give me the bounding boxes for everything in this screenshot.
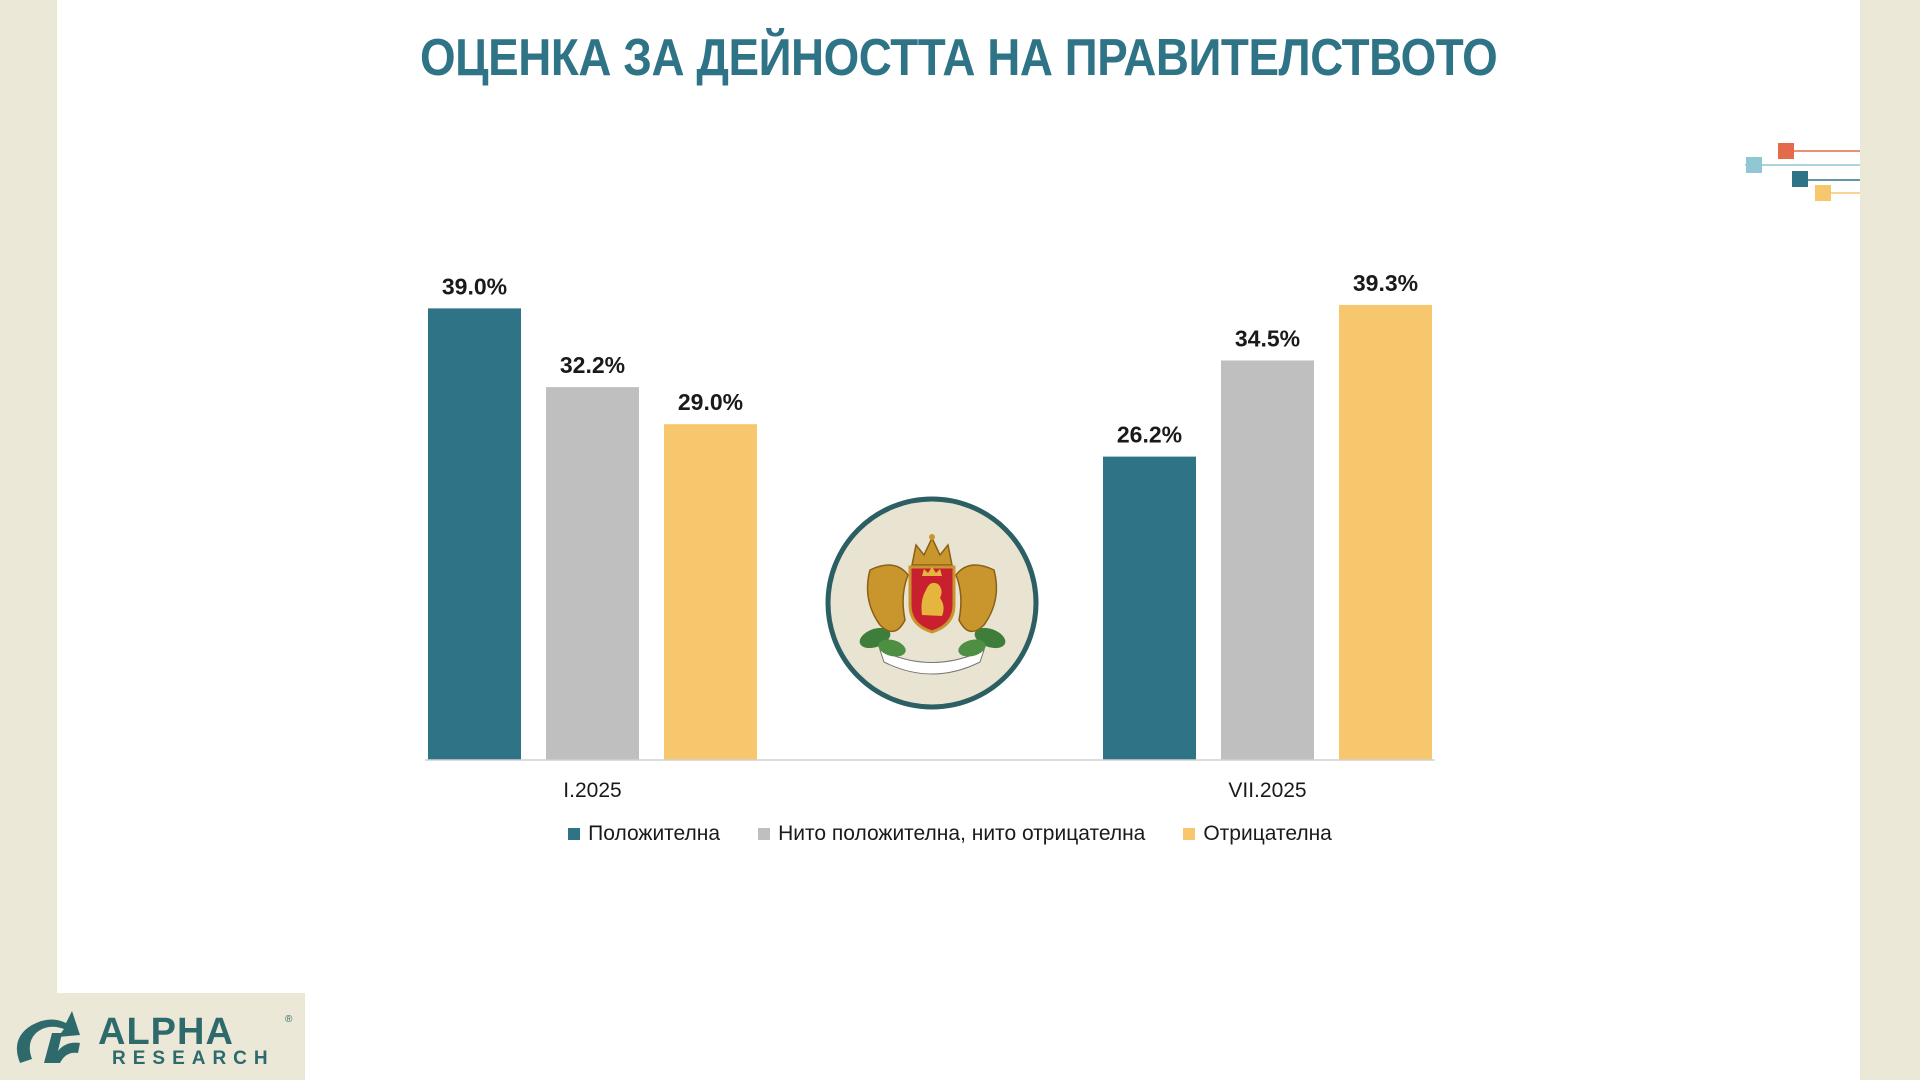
legend-item-negative: Отрицателна: [1183, 822, 1332, 846]
bar-negative-0: [664, 424, 757, 760]
bar-neutral-1: [1221, 360, 1314, 760]
bar-negative-1: [1339, 304, 1432, 760]
deco-square-yellow: [1815, 185, 1831, 201]
bar-neutral-0: [546, 387, 639, 760]
data-label-neutral-1: 34.5%: [1235, 325, 1300, 351]
bar-positive-1: [1103, 456, 1196, 760]
legend-item-neutral: Нито положителна, нито отрицателна: [758, 822, 1145, 846]
data-label-positive-0: 39.0%: [442, 273, 507, 299]
legend-swatch-positive: [568, 828, 581, 840]
page-title: ОЦЕНКА ЗА ДЕЙНОСТТА НА ПРАВИТЕЛСТВОТО: [420, 29, 1498, 87]
data-label-neutral-0: 32.2%: [560, 352, 625, 378]
bar-positive-0: [428, 308, 521, 760]
deco-square-teal: [1792, 171, 1808, 187]
legend-label-neutral: Нито положителна, нито отрицателна: [778, 822, 1146, 845]
deco-square-lightblue: [1746, 157, 1762, 173]
legend-label-negative: Отрицателна: [1203, 822, 1332, 845]
logo-registered: ®: [285, 1014, 293, 1025]
logo-brand: ALPHA: [98, 1011, 234, 1053]
logo-background: [0, 993, 305, 1080]
deco-square-red: [1778, 143, 1794, 159]
coat-of-arms-icon: [825, 496, 1039, 710]
category-label-1: VII.2025: [1228, 779, 1306, 802]
data-label-positive-1: 26.2%: [1117, 422, 1182, 448]
data-label-negative-0: 29.0%: [678, 389, 743, 415]
logo-subtitle: RESEARCH: [112, 1048, 275, 1069]
legend-item-positive: Положителна: [568, 822, 720, 846]
legend-swatch-negative: [1183, 828, 1196, 840]
legend-label-positive: Положителна: [588, 822, 721, 845]
data-label-negative-1: 39.3%: [1353, 270, 1418, 296]
chart-legend: Положителна Нито положителна, нито отриц…: [568, 822, 1332, 846]
legend-swatch-neutral: [758, 828, 771, 840]
category-label-0: I.2025: [563, 779, 621, 802]
alpha-research-logo-icon: [16, 1011, 80, 1063]
